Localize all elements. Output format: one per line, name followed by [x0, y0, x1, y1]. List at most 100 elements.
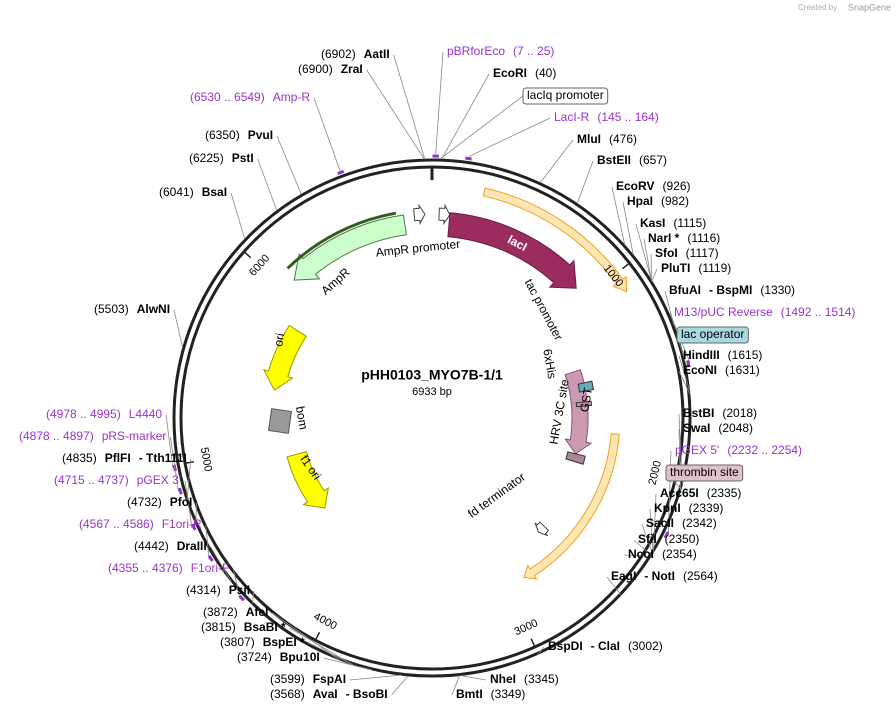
feature-label: ori: [271, 332, 287, 348]
site-position: (4442): [134, 539, 169, 553]
leader-line: [678, 370, 691, 395]
site-name: SfiI: [638, 532, 657, 546]
site-position: (1116): [687, 231, 720, 245]
site-name: - BspMI: [709, 283, 752, 297]
site-position: (6225): [189, 151, 224, 165]
tick-label: 3000: [513, 617, 540, 638]
site-position: (1115): [673, 216, 706, 230]
leader-line: [173, 309, 184, 349]
site-name: PvuI: [248, 128, 273, 142]
site-position: (6350): [205, 128, 240, 142]
site-position: (40): [535, 66, 556, 80]
primer-name: pGEX 3': [137, 473, 181, 487]
feature-label: HRV 3C site: [547, 378, 572, 446]
site-name: BspEI *: [263, 635, 305, 649]
feature-box: [522, 87, 609, 105]
map-labels: Created by SnapGene pHH0103_MYO7B-1/1 69…: [19, 2, 891, 701]
site-position: (6902): [321, 47, 356, 61]
site-name: KpnI: [654, 501, 681, 515]
feature-hrv-site: [565, 451, 586, 465]
site-name: BstBI: [683, 406, 714, 420]
site-position: (1330): [760, 283, 795, 297]
primer-range: (6530 .. 6549): [190, 90, 265, 104]
site-position: (2339): [689, 501, 724, 515]
site-position: (2335): [707, 486, 742, 500]
site-position: (3599): [270, 672, 305, 686]
primer-range: (2232 .. 2254): [727, 443, 802, 457]
tick-label: 2000: [647, 460, 664, 487]
site-position: (3724): [237, 650, 272, 664]
primer-range: (4355 .. 4376): [108, 561, 183, 575]
tick-label: 6000: [247, 252, 272, 278]
feature-ori: [262, 324, 307, 391]
feature-box: [665, 464, 744, 482]
primer-range: (4567 .. 4586): [79, 517, 154, 531]
site-name: - Tth111I: [139, 451, 187, 465]
site-position: (1615): [728, 348, 763, 362]
site-position: (3815): [201, 620, 236, 634]
primer-range: (4878 .. 4897): [19, 429, 94, 443]
leader-line: [272, 612, 340, 661]
leader-line: [539, 139, 574, 183]
primer-name: pGEX 5': [675, 443, 719, 457]
primer-name: LacI-R: [554, 110, 590, 124]
leader-line: [633, 539, 652, 556]
site-name: EcoRV: [616, 179, 654, 193]
tick-mark: [315, 631, 321, 640]
site-position: (2564): [683, 569, 718, 583]
primer-mark: [178, 487, 183, 495]
primer-mark: [337, 169, 345, 175]
feature-ampr: [293, 214, 407, 281]
orf-arc: [523, 433, 620, 580]
site-name: BsaI: [202, 185, 227, 199]
leader-line: [393, 54, 426, 160]
site-name: AfeI: [246, 605, 269, 619]
site-name: AatII: [364, 47, 390, 61]
primer-mark: [686, 360, 691, 367]
site-position: (4732): [127, 495, 162, 509]
site-name: SfoI: [655, 246, 678, 260]
site-name: BfuAI: [669, 283, 701, 297]
primer-range: (4978 .. 4995): [46, 407, 121, 421]
feature-6xhis: [575, 400, 593, 408]
leader-line: [653, 493, 657, 553]
leader-line: [205, 524, 210, 560]
primer-name: Amp-R: [273, 90, 311, 104]
boxed-feature-label: lac operator: [681, 327, 744, 341]
site-position: (6041): [159, 185, 194, 199]
primer-range: (1492 .. 1514): [781, 305, 856, 319]
leader-line: [391, 675, 409, 696]
site-name: EcoRI: [493, 66, 527, 80]
credit-brand: SnapGene: [848, 2, 891, 12]
leader-line: [537, 646, 545, 655]
feature-promoter: [438, 203, 451, 226]
site-name: Acc65I: [660, 486, 699, 500]
site-name: NheI: [490, 672, 516, 686]
site-name: SwaI: [683, 421, 710, 435]
leader-line: [650, 253, 653, 281]
site-name: AvaI: [313, 687, 338, 701]
primer-name: pBRforEco: [447, 44, 505, 58]
site-name: - BsoBI: [346, 687, 388, 701]
site-position: (3349): [491, 687, 526, 701]
primer-name: F1ori-R: [162, 517, 202, 531]
site-name: NcoI: [628, 547, 654, 561]
primer-mark: [663, 531, 670, 539]
orf-arc: [482, 187, 628, 293]
leader-line: [468, 117, 551, 157]
site-name: HindIII: [683, 348, 720, 362]
leader-line: [435, 51, 444, 155]
map-shapes: [165, 51, 692, 696]
primer-mark: [465, 156, 472, 161]
leader-line: [441, 73, 490, 160]
primer-range: (4715 .. 4737): [54, 473, 129, 487]
primer-mark: [191, 523, 197, 531]
leader-line: [611, 186, 626, 246]
primer-name: pRS-marker: [102, 429, 167, 443]
leader-line: [210, 546, 232, 583]
plasmid-name: pHH0103_MYO7B-1/1: [361, 367, 503, 383]
feature-label: AmpR promoter: [375, 237, 461, 260]
tick-mark: [530, 638, 536, 647]
site-position: (982): [661, 194, 689, 208]
leader-line: [460, 675, 487, 681]
